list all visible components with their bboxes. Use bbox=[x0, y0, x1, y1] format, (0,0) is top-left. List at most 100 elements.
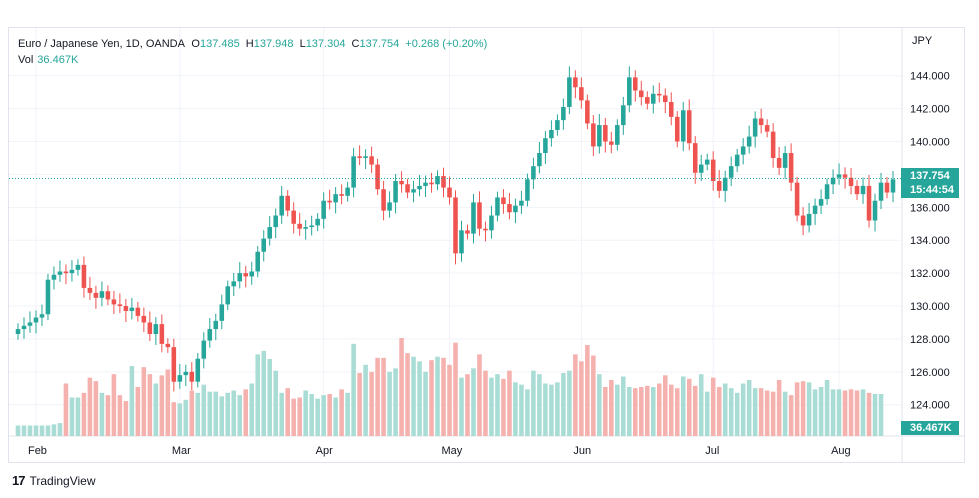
candle-body bbox=[423, 182, 428, 186]
candle-body bbox=[75, 264, 81, 270]
tradingview-logo-icon: 17 bbox=[12, 473, 26, 488]
candle-body bbox=[483, 228, 488, 231]
volume-bar bbox=[255, 354, 261, 436]
candle-body bbox=[183, 371, 189, 376]
volume-bar bbox=[740, 383, 746, 436]
candle-body bbox=[237, 273, 243, 282]
volume-bar bbox=[489, 377, 494, 436]
candle-body bbox=[393, 181, 398, 203]
candle-body bbox=[69, 269, 75, 274]
candle-body bbox=[674, 116, 680, 142]
candle-body bbox=[633, 77, 638, 91]
candle-body bbox=[860, 185, 866, 195]
volume-bar bbox=[692, 385, 698, 436]
candle-body bbox=[291, 210, 296, 224]
candle-body bbox=[381, 189, 386, 211]
chart-legend: Euro / Japanese Yen, 1D, OANDA O137.485 … bbox=[18, 36, 487, 52]
candle-body bbox=[770, 131, 776, 158]
candle-body bbox=[878, 182, 884, 201]
candle-body bbox=[21, 325, 27, 330]
candle-body bbox=[363, 156, 368, 158]
candle-body bbox=[501, 197, 506, 205]
candle-body bbox=[51, 274, 57, 280]
volume-bar bbox=[674, 388, 680, 436]
chart-area[interactable]: 124.000 126.000 128.000 130.000 132.000 134.0… bbox=[8, 27, 965, 463]
volume-bar bbox=[818, 387, 824, 436]
volume-bar bbox=[447, 364, 452, 436]
candle-body bbox=[525, 179, 530, 201]
y-tick-label: 132.000 bbox=[910, 268, 950, 280]
candle-body bbox=[135, 307, 141, 316]
volume-bar bbox=[710, 377, 716, 436]
candle-body bbox=[351, 156, 356, 188]
volume-bar bbox=[704, 391, 710, 436]
volume-bar bbox=[195, 392, 201, 436]
candle-body bbox=[243, 273, 249, 277]
volume-bar bbox=[537, 374, 542, 436]
volume-bar bbox=[866, 392, 872, 436]
high-label: H bbox=[245, 38, 254, 50]
volume-bar bbox=[351, 343, 356, 436]
volume-bar bbox=[854, 390, 860, 436]
volume-bar bbox=[123, 401, 129, 436]
candle-body bbox=[15, 329, 21, 334]
candle-body bbox=[543, 138, 548, 154]
open-value: 137.485 bbox=[199, 38, 240, 50]
candle-body bbox=[447, 187, 452, 198]
candle-body bbox=[656, 93, 662, 96]
volume-bar bbox=[105, 395, 111, 436]
volume-bar bbox=[279, 392, 284, 436]
symbol-title[interactable]: Euro / Japanese Yen, 1D, OANDA bbox=[18, 38, 185, 50]
volume-label[interactable]: Vol bbox=[18, 54, 34, 66]
volume-bar bbox=[435, 356, 440, 436]
volume-bar bbox=[93, 381, 99, 436]
candle-body bbox=[830, 177, 836, 185]
candle-body bbox=[471, 202, 476, 234]
volume-bar bbox=[555, 382, 560, 436]
volume-tag: 36.467K bbox=[901, 421, 959, 435]
volume-bar bbox=[800, 381, 806, 436]
last-price-tag: 137.754 15:44:54 bbox=[901, 168, 959, 198]
volume-bar bbox=[477, 354, 482, 436]
x-tick-label: Apr bbox=[316, 445, 333, 457]
tradingview-brand[interactable]: 17 TradingView bbox=[12, 473, 96, 488]
candle-body bbox=[105, 291, 111, 300]
candle-body bbox=[303, 227, 308, 229]
candle-body bbox=[129, 307, 135, 311]
currency-label[interactable]: JPY bbox=[912, 35, 933, 47]
candle-body bbox=[207, 329, 213, 341]
volume-bar bbox=[117, 395, 123, 436]
volume-bar bbox=[345, 392, 350, 436]
volume-bar bbox=[603, 387, 608, 436]
volume-bar bbox=[39, 425, 45, 436]
candle-body bbox=[225, 286, 231, 305]
candle-body bbox=[87, 287, 93, 293]
volume-bar bbox=[141, 367, 147, 436]
candle-body bbox=[788, 153, 794, 183]
candle-body bbox=[489, 215, 494, 231]
volume-bar bbox=[309, 394, 314, 436]
volume-bar bbox=[615, 384, 620, 436]
candle-body bbox=[800, 215, 806, 226]
candle-body bbox=[153, 324, 159, 334]
close-value: 137.754 bbox=[359, 38, 400, 50]
volume-bar bbox=[764, 390, 770, 436]
candle-body bbox=[639, 90, 644, 98]
candle-body bbox=[45, 279, 51, 315]
candle-body bbox=[507, 204, 512, 213]
y-tick-label: 134.000 bbox=[910, 235, 950, 247]
candle-body bbox=[495, 197, 500, 216]
candle-body bbox=[93, 292, 99, 298]
candlestick-chart[interactable]: 124.000 126.000 128.000 130.000 132.000 134.0… bbox=[9, 28, 964, 462]
candle-body bbox=[147, 322, 153, 334]
volume-bar bbox=[381, 357, 386, 436]
candle-body bbox=[201, 340, 207, 359]
candle-body bbox=[141, 315, 147, 323]
volume-bar bbox=[51, 424, 57, 436]
volume-bar bbox=[788, 395, 794, 436]
candle-body bbox=[177, 375, 183, 382]
candle-body bbox=[297, 223, 302, 229]
x-tick-label: Feb bbox=[28, 445, 47, 457]
candle-body bbox=[513, 205, 518, 213]
volume-bar bbox=[465, 374, 470, 436]
